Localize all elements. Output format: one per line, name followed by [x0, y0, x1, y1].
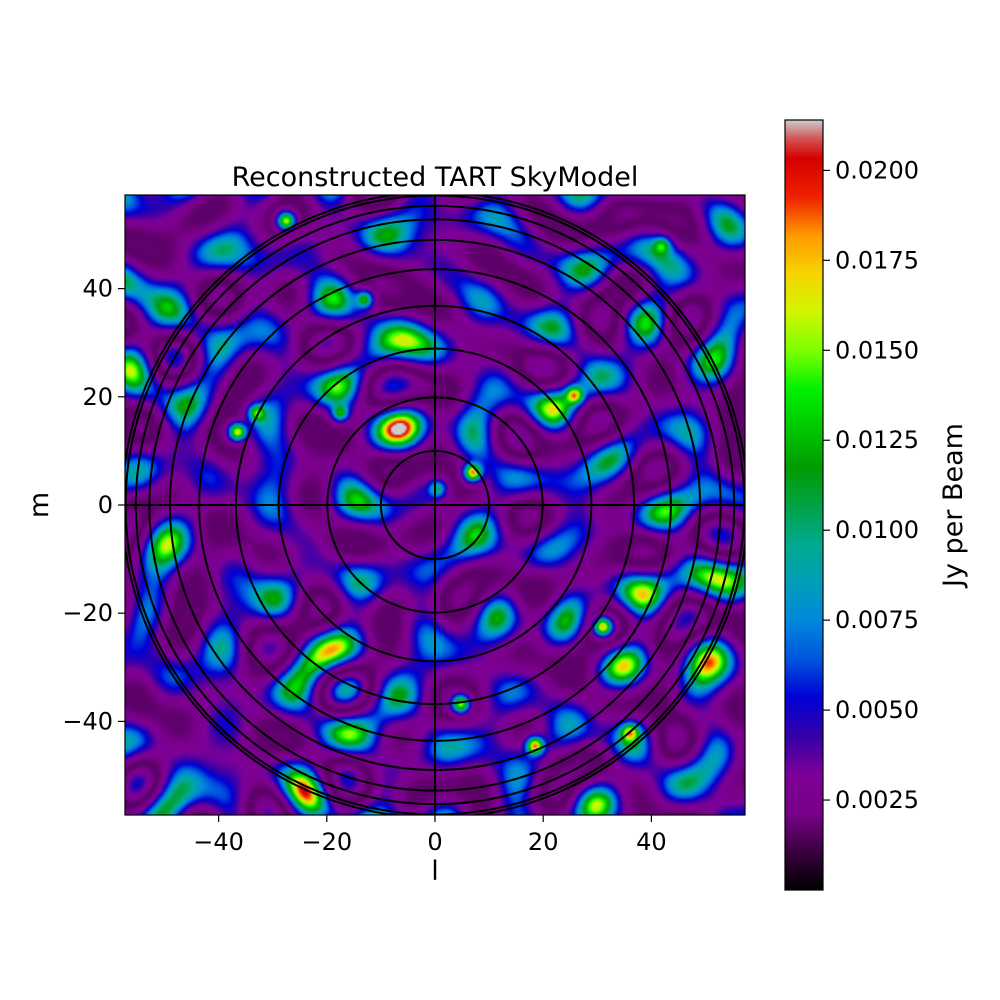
y-tick-label: 40	[82, 275, 113, 303]
y-tick-label: −20	[62, 599, 113, 627]
colorbar-tick-label: 0.0025	[835, 786, 919, 814]
colorbar-tick-label: 0.0050	[835, 696, 919, 724]
colorbar-tick-label: 0.0100	[835, 516, 919, 544]
colorbar-tick-label: 0.0200	[835, 156, 919, 184]
x-tick-label: 40	[636, 828, 667, 856]
colorbar-tick-label: 0.0075	[835, 606, 919, 634]
colorbar	[784, 119, 824, 891]
x-tick-label: 20	[528, 828, 559, 856]
colorbar-tick-label: 0.0150	[835, 336, 919, 364]
x-tick-label: 0	[427, 828, 442, 856]
y-tick-label: 0	[98, 491, 113, 519]
colorbar-ticks: 0.0025 0.0050 0.0075 0.0100 0.0125 0.0150 0.01…	[823, 156, 919, 814]
x-axis-ticks: −40 −20 0 20 40	[193, 815, 667, 856]
colorbar-tick-label: 0.0125	[835, 426, 919, 454]
y-tick-label: 20	[82, 383, 113, 411]
chart-title: Reconstructed TART SkyModel	[232, 162, 639, 193]
y-axis-ticks: −40 −20 0 20 40	[62, 275, 125, 735]
plot-area	[125, 195, 745, 815]
colorbar-tick-label: 0.0175	[835, 246, 919, 274]
x-tick-label: −40	[193, 828, 244, 856]
y-axis-label: m	[24, 492, 55, 518]
colorbar-label: Jy per Beam	[938, 423, 969, 589]
x-tick-label: −20	[301, 828, 352, 856]
y-tick-label: −40	[62, 707, 113, 735]
x-axis-label: l	[431, 856, 439, 887]
